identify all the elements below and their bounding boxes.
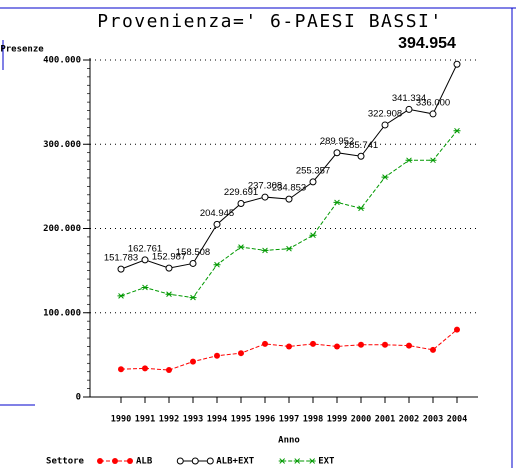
data-point — [285, 195, 293, 203]
legend-label: ALB+EXT — [216, 457, 255, 467]
x-tick-label: 1994 — [207, 415, 227, 425]
y-tick-label: 100.000 — [43, 308, 81, 318]
legend-marker — [278, 458, 286, 464]
data-point — [429, 157, 437, 164]
data-point — [405, 157, 413, 164]
data-label: 234.853 — [272, 183, 306, 194]
data-point — [261, 247, 269, 254]
data-point — [406, 342, 412, 349]
data-point — [381, 174, 389, 180]
data-point — [309, 232, 317, 239]
data-point — [237, 199, 245, 207]
data-label: 341.334 — [392, 93, 426, 104]
x-axis-label: Anno — [278, 436, 300, 446]
chart-title: Provenienza=' 6-PAESI BASSI' — [97, 11, 442, 32]
data-label: 237.308 — [248, 181, 282, 192]
x-tick-label: 2004 — [447, 415, 467, 425]
x-tick-label: 2001 — [375, 415, 395, 425]
legend-marker — [112, 458, 118, 464]
data-label: 394.954 — [398, 35, 456, 52]
data-point — [238, 350, 244, 357]
data-label: 336.000 — [416, 97, 450, 108]
legend-marker — [191, 457, 199, 465]
data-point — [213, 220, 221, 228]
data-point — [189, 259, 197, 267]
data-point — [454, 326, 460, 333]
series-line — [120, 130, 458, 299]
data-point — [382, 341, 388, 348]
data-point — [286, 343, 292, 350]
y-tick-label: 0 — [76, 393, 81, 403]
data-label: 229.691 — [224, 187, 258, 198]
legend-marker — [308, 458, 316, 464]
legend-marker — [206, 457, 214, 465]
data-point — [262, 340, 268, 347]
y-tick-label: 300.000 — [43, 140, 81, 150]
legend-title: Settore — [46, 457, 85, 467]
data-point — [165, 264, 173, 272]
data-point — [333, 199, 341, 206]
data-point — [310, 340, 316, 347]
legend-marker — [127, 458, 133, 464]
data-point — [142, 365, 148, 372]
data-label: 289.952 — [320, 136, 354, 147]
data-label: 285.741 — [344, 140, 378, 151]
data-point — [453, 60, 461, 68]
x-tick-label: 1997 — [279, 415, 299, 425]
data-point — [334, 343, 340, 350]
x-tick-label: 1999 — [327, 415, 347, 425]
data-point — [429, 110, 437, 118]
legend-marker — [176, 457, 184, 465]
data-point — [237, 244, 245, 250]
data-label: 255.357 — [296, 165, 330, 176]
legend-marker — [97, 458, 103, 464]
data-point — [357, 205, 365, 212]
data-label: 152.987 — [152, 252, 186, 263]
data-point — [141, 256, 149, 264]
data-label: 204.945 — [200, 208, 234, 219]
series-line — [120, 329, 458, 371]
data-point — [261, 193, 269, 201]
data-point — [165, 291, 173, 298]
data-point — [141, 284, 149, 291]
data-point — [189, 294, 197, 301]
x-tick-label: 1992 — [159, 415, 179, 425]
x-tick-label: 2003 — [423, 415, 443, 425]
legend-marker — [293, 458, 301, 464]
legend-label: EXT — [318, 457, 335, 467]
data-point — [333, 149, 341, 157]
data-label: 151.783 — [104, 253, 138, 264]
y-tick-label: 400.000 — [43, 56, 81, 66]
data-label: 162.761 — [128, 243, 162, 254]
x-tick-label: 1998 — [303, 415, 323, 425]
data-point — [453, 127, 461, 134]
data-label: 158.508 — [176, 247, 210, 258]
data-point — [405, 105, 413, 113]
data-label: 322.908 — [368, 108, 402, 119]
data-point — [117, 265, 125, 273]
x-tick-label: 1996 — [255, 415, 275, 425]
x-tick-label: 1995 — [231, 415, 251, 425]
y-axis-label: Presenze — [0, 45, 44, 55]
x-tick-label: 1993 — [183, 415, 203, 425]
data-point — [166, 367, 172, 374]
data-point — [213, 261, 221, 268]
x-tick-label: 2002 — [399, 415, 419, 425]
x-tick-label: 2000 — [351, 415, 371, 425]
data-point — [357, 152, 365, 160]
y-tick-label: 200.000 — [43, 224, 81, 234]
data-point — [430, 346, 436, 353]
data-point — [117, 293, 125, 299]
data-point — [214, 352, 220, 359]
data-point — [190, 358, 196, 365]
data-point — [309, 178, 317, 186]
data-point — [358, 341, 364, 348]
x-tick-label: 1990 — [111, 415, 131, 425]
legend-label: ALB — [136, 457, 153, 467]
data-point — [118, 366, 124, 373]
data-point — [381, 121, 389, 129]
data-point — [285, 245, 293, 252]
x-tick-label: 1991 — [135, 415, 155, 425]
